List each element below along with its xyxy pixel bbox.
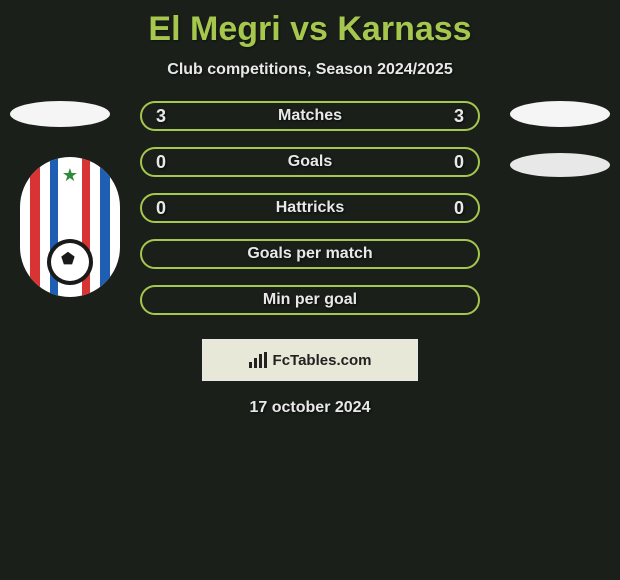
stat-left-value: 0 — [156, 152, 166, 173]
football-icon — [47, 239, 93, 285]
date-label: 17 october 2024 — [0, 399, 620, 417]
stat-row-hattricks: 0 Hattricks 0 — [140, 193, 480, 223]
stat-label: Hattricks — [276, 199, 344, 217]
stat-label: Min per goal — [263, 291, 357, 309]
team-logo-right-placeholder-2 — [510, 153, 610, 177]
stat-row-matches: 3 Matches 3 — [140, 101, 480, 131]
stat-right-value: 0 — [454, 198, 464, 219]
brand-text: FcTables.com — [273, 352, 372, 369]
page-title: El Megri vs Karnass — [0, 0, 620, 49]
shield-icon: ★ — [20, 157, 120, 297]
team-logo-right-placeholder-1 — [510, 101, 610, 127]
stat-right-value: 0 — [454, 152, 464, 173]
star-icon: ★ — [62, 165, 78, 186]
team-logo-left-placeholder — [10, 101, 110, 127]
stat-label: Matches — [278, 107, 342, 125]
stat-label: Goals per match — [247, 245, 372, 263]
brand-attribution[interactable]: FcTables.com — [202, 339, 418, 381]
stat-left-value: 0 — [156, 198, 166, 219]
subtitle: Club competitions, Season 2024/2025 — [0, 61, 620, 79]
stat-right-value: 3 — [454, 106, 464, 127]
stat-row-goals: 0 Goals 0 — [140, 147, 480, 177]
stat-left-value: 3 — [156, 106, 166, 127]
stat-row-min-per-goal: Min per goal — [140, 285, 480, 315]
club-badge-left: ★ — [20, 157, 120, 297]
bar-chart-icon — [249, 352, 267, 368]
stat-label: Goals — [288, 153, 332, 171]
content-area: ★ 3 Matches 3 0 Goals 0 0 Hattricks 0 Go… — [0, 101, 620, 417]
stats-table: 3 Matches 3 0 Goals 0 0 Hattricks 0 Goal… — [140, 101, 480, 315]
stat-row-goals-per-match: Goals per match — [140, 239, 480, 269]
